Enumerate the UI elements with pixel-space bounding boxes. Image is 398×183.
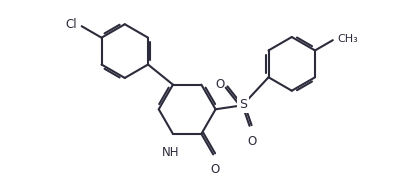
Text: O: O [247, 135, 256, 147]
Text: O: O [211, 163, 220, 176]
Text: O: O [216, 78, 225, 91]
Text: Cl: Cl [65, 18, 77, 31]
Text: S: S [239, 98, 247, 111]
Text: CH₃: CH₃ [338, 34, 358, 44]
Text: NH: NH [162, 146, 180, 159]
